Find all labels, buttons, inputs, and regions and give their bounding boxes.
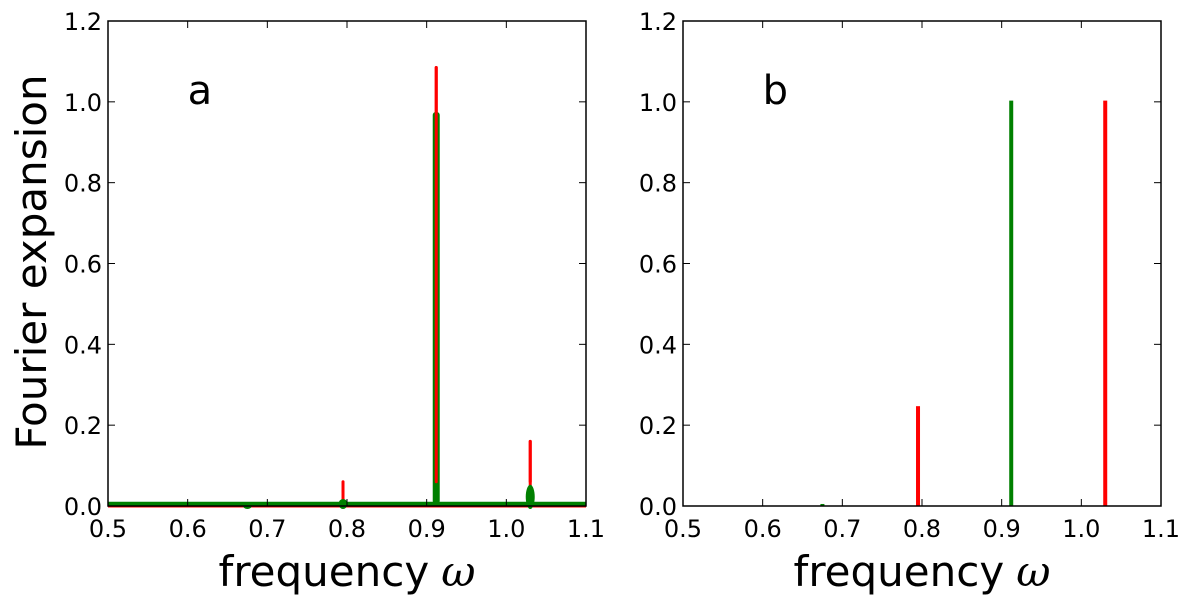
y-tick-label: 1.0 — [639, 89, 677, 117]
x-tick-label: 1.0 — [487, 515, 525, 543]
panel-a-frame — [107, 20, 587, 507]
y-tick-label: 0.0 — [639, 493, 677, 521]
spectral-peak — [338, 498, 348, 509]
x-tick-label: 1.1 — [567, 515, 605, 543]
x-tick-label: 0.9 — [408, 515, 446, 543]
x-tick-label: 0.7 — [823, 515, 861, 543]
y-tick-label: 0.6 — [64, 251, 102, 279]
panel-b-label: b — [763, 68, 788, 114]
panel-b-marks — [820, 100, 1108, 506]
spectral-line — [1103, 100, 1108, 506]
spectral-line — [1009, 100, 1014, 506]
y-tick-label: 0.2 — [64, 412, 102, 440]
panel-b-frame — [682, 20, 1162, 507]
x-tick-label: 0.8 — [903, 515, 941, 543]
panel-a-xlabel-text: frequency — [219, 547, 430, 596]
panel-b: 0.5 0.6 0.7 0.8 0.9 1.0 1.1 0.0 0.2 0.4 0.6 0.8 1.0 1… — [639, 8, 1180, 596]
panel-a-xlabel-symbol: ω — [441, 547, 475, 596]
spectral-peak — [525, 484, 535, 510]
panel-b-xlabel-text: frequency — [794, 547, 1005, 596]
x-tick-label: 0.6 — [744, 515, 782, 543]
panel-a-x-axis-label: frequency ω — [219, 547, 476, 596]
y-tick-label: 0.8 — [639, 170, 677, 198]
spectral-line — [820, 503, 825, 506]
panel-b-xlabel-symbol: ω — [1016, 547, 1050, 596]
y-tick-label: 0.2 — [639, 412, 677, 440]
panel-a-ticks: 0.5 0.6 0.7 0.8 0.9 1.0 1.1 0.0 0.2 0.4 0.6 0.8 1.0 1… — [64, 8, 605, 543]
y-tick-label: 1.2 — [64, 8, 102, 36]
y-tick-label: 0.4 — [64, 331, 102, 359]
panel-b-ticks: 0.5 0.6 0.7 0.8 0.9 1.0 1.1 0.0 0.2 0.4 0.6 0.8 1.0 1… — [639, 8, 1180, 543]
y-tick-label: 0.8 — [64, 170, 102, 198]
x-tick-label: 1.0 — [1062, 515, 1100, 543]
panel-a: 0.5 0.6 0.7 0.8 0.9 1.0 1.1 0.0 0.2 0.4 0.6 0.8 1.0 1… — [64, 8, 605, 596]
panel-b-x-axis-label: frequency ω — [794, 547, 1051, 596]
x-tick-label: 0.9 — [983, 515, 1021, 543]
panel-a-marks — [108, 65, 586, 510]
x-tick-label: 0.5 — [664, 515, 702, 543]
x-tick-label: 0.6 — [169, 515, 207, 543]
panel-a-label: a — [188, 68, 213, 114]
spectral-line — [916, 406, 921, 506]
y-tick-label: 0.0 — [64, 493, 102, 521]
x-tick-label: 0.5 — [89, 515, 127, 543]
x-tick-label: 0.7 — [248, 515, 286, 543]
y-tick-label: 0.6 — [639, 251, 677, 279]
x-tick-label: 1.1 — [1142, 515, 1180, 543]
y-tick-label: 1.2 — [639, 8, 677, 36]
x-tick-label: 0.8 — [328, 515, 366, 543]
y-tick-label: 0.4 — [639, 331, 677, 359]
y-axis-label: Fourier expansion — [7, 74, 56, 449]
y-tick-label: 1.0 — [64, 89, 102, 117]
